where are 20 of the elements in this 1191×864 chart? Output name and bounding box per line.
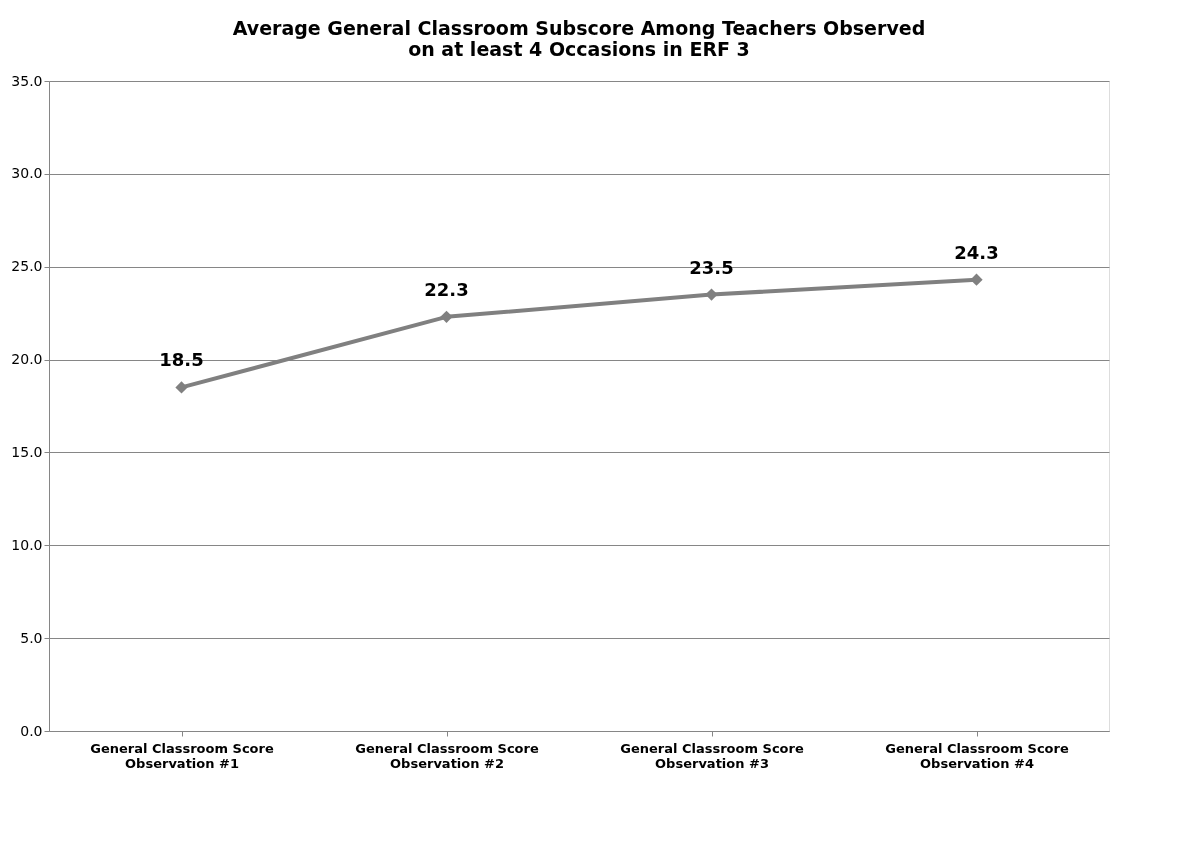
data-label: 23.5 — [689, 256, 734, 278]
y-tick-label: 15.0 — [11, 443, 43, 460]
x-tick-label: General Classroom Score Observation #3 — [620, 740, 804, 771]
point — [440, 310, 453, 323]
y-tick-label: 30.0 — [11, 165, 43, 182]
data-label: 24.3 — [954, 241, 999, 263]
data-label: 18.5 — [159, 349, 204, 371]
y-tick-label: 5.0 — [20, 629, 43, 646]
x-tick-label: General Classroom Score Observation #1 — [90, 740, 274, 771]
y-tick-label: 35.0 — [11, 72, 43, 89]
point — [175, 381, 188, 394]
y-tick-label: 10.0 — [11, 536, 43, 553]
text: on at least 4 Occasions in ERF 3 — [408, 38, 750, 60]
y-tick-label: 20.0 — [11, 351, 43, 368]
x-tick-label: General Classroom Score Observation #2 — [355, 740, 539, 771]
y-tick-label: 25.0 — [11, 258, 43, 275]
data-label: 22.3 — [424, 278, 469, 300]
y-tick-label: 0.0 — [20, 722, 43, 739]
text: Average General Classroom Subscore Among Teachers Observed — [232, 17, 926, 39]
x-tick-label: General Classroom Score Observation #4 — [885, 740, 1069, 771]
